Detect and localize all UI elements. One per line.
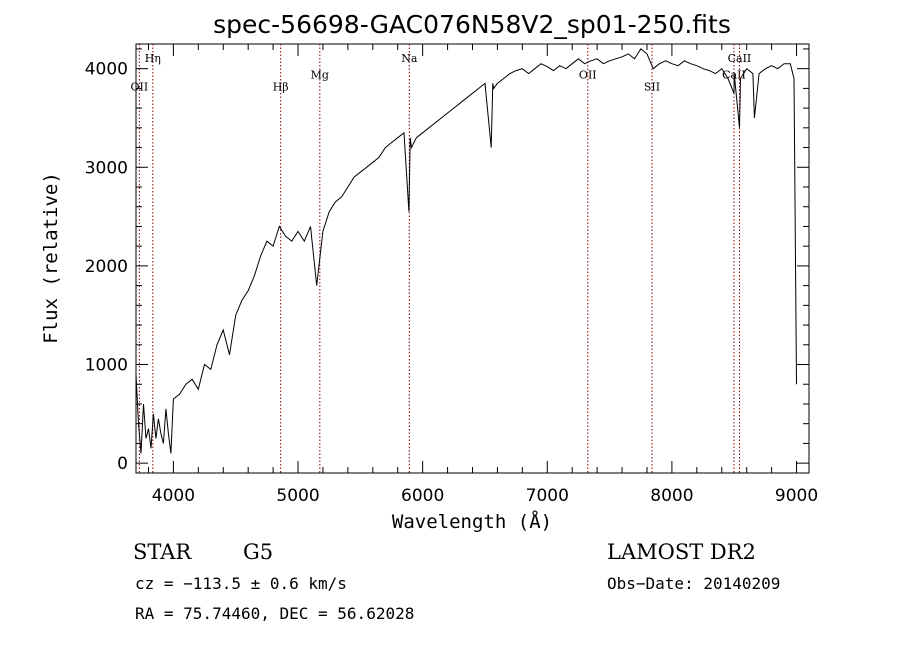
object-subclass: G5 bbox=[243, 540, 273, 564]
redshift-cz: cz = −113.5 ± 0.6 km/s bbox=[135, 574, 347, 593]
spectral-line-label: OII bbox=[579, 69, 597, 82]
sky-coordinates: RA = 75.74460, DEC = 56.62028 bbox=[135, 604, 414, 623]
y-tick-label: 1000 bbox=[85, 356, 128, 376]
x-tick-label: 6000 bbox=[401, 486, 444, 506]
spectral-line-label: OII bbox=[131, 80, 149, 93]
spectral-line-label: Na bbox=[401, 52, 418, 65]
spectral-line-label: Hβ bbox=[273, 80, 289, 93]
axis-ticks: 4000 5000 6000 7000 8000 9000 0 1000 2000 3000 400… bbox=[85, 44, 818, 506]
y-tick-label: 0 bbox=[117, 454, 128, 474]
x-tick-label: 7000 bbox=[526, 486, 569, 506]
x-axis-label: Wavelength (Å) bbox=[392, 510, 552, 533]
plot-frame bbox=[135, 43, 810, 474]
survey-name: LAMOST DR2 bbox=[607, 540, 756, 564]
y-axis-label: Flux (relative) bbox=[40, 172, 62, 344]
chart-title: spec-56698-GAC076N58V2_sp01-250.fits bbox=[213, 10, 731, 39]
spectral-line-label: CaII bbox=[728, 52, 752, 65]
spectral-line-label: Mg bbox=[311, 69, 329, 82]
observation-date: Obs−Date: 20140209 bbox=[607, 574, 780, 593]
spectrum-line bbox=[135, 48, 797, 454]
x-tick-label: 8000 bbox=[650, 486, 693, 506]
spectral-line-label: SII bbox=[644, 80, 660, 93]
x-tick-label: 4000 bbox=[152, 486, 195, 506]
y-tick-label: 4000 bbox=[85, 60, 128, 80]
y-tick-label: 2000 bbox=[85, 257, 128, 277]
x-tick-label: 9000 bbox=[775, 486, 818, 506]
x-tick-label: 5000 bbox=[276, 486, 319, 506]
object-class: STAR bbox=[133, 540, 192, 564]
spectral-line-label: Hη bbox=[145, 52, 161, 65]
y-tick-label: 3000 bbox=[85, 158, 128, 178]
